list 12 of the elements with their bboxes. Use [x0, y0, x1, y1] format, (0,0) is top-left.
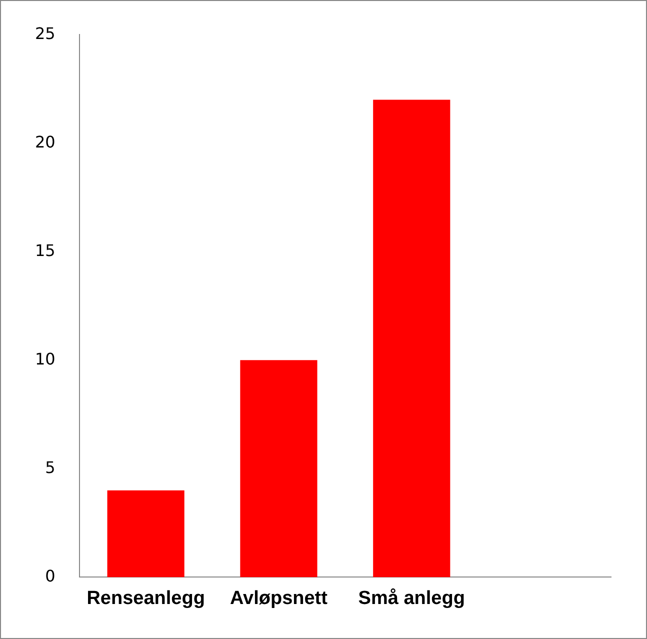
y-tick-label: 25 [35, 24, 56, 43]
bar [240, 360, 318, 578]
y-tick-label: 5 [45, 458, 56, 477]
bar [107, 490, 184, 578]
x-tick-label: Renseanlegg [86, 588, 205, 609]
x-tick-label: Avløpsnett [230, 588, 328, 609]
y-tick-label: 20 [35, 132, 56, 152]
y-tick-label: 10 [35, 349, 56, 368]
y-tick-label: 0 [45, 566, 56, 586]
y-tick-label: 15 [35, 240, 56, 260]
x-tick-label: Små anlegg [358, 588, 465, 609]
bar [373, 100, 450, 578]
